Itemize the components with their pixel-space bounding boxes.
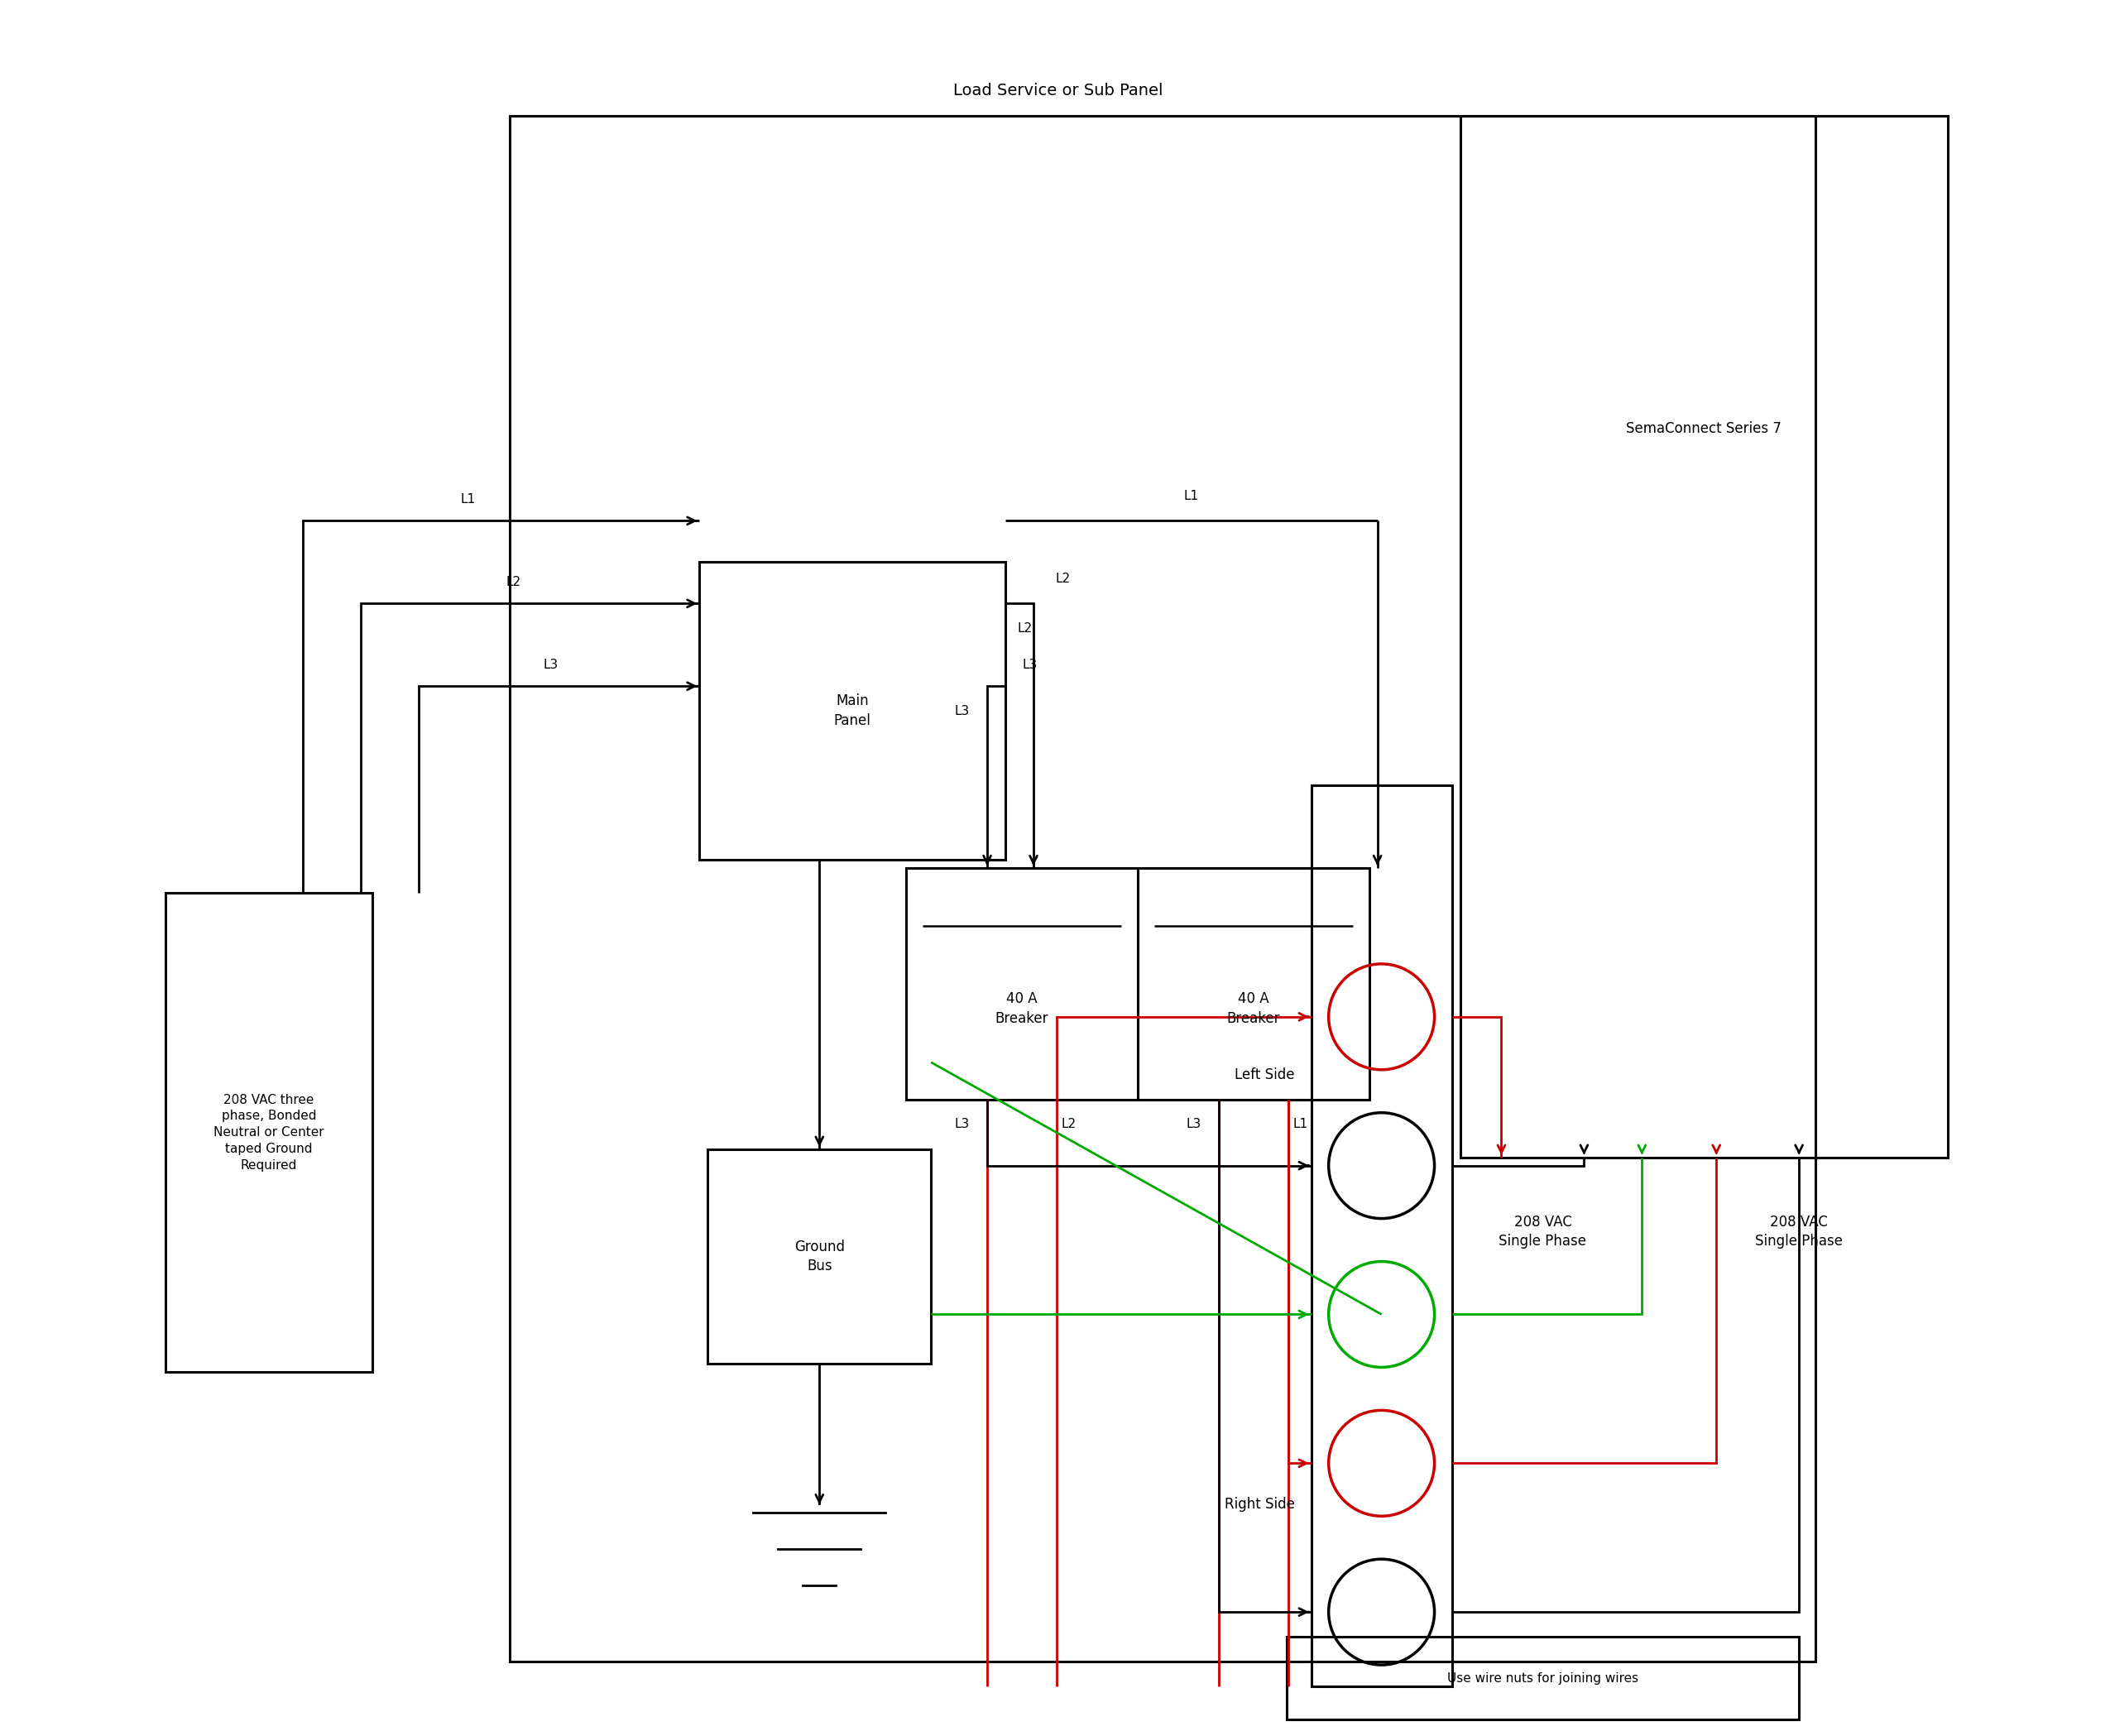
Text: L2: L2 <box>1017 621 1032 634</box>
Bar <box>707 1149 931 1364</box>
Text: L3: L3 <box>542 658 559 670</box>
Bar <box>701 562 1004 859</box>
Text: 40 A
Breaker: 40 A Breaker <box>996 991 1049 1026</box>
Text: L2: L2 <box>1055 573 1070 585</box>
Bar <box>165 892 371 1371</box>
Bar <box>1310 785 1452 1686</box>
Bar <box>509 116 1815 1661</box>
Text: L1: L1 <box>1293 1118 1308 1130</box>
Text: L3: L3 <box>1186 1118 1201 1130</box>
Text: 208 VAC
Single Phase: 208 VAC Single Phase <box>1498 1215 1587 1248</box>
Text: 40 A
Breaker: 40 A Breaker <box>1226 991 1281 1026</box>
Text: Load Service or Sub Panel: Load Service or Sub Panel <box>954 83 1163 99</box>
Bar <box>1460 116 1948 1158</box>
Text: L1: L1 <box>1184 490 1198 502</box>
Bar <box>1137 868 1369 1099</box>
Bar <box>1287 1637 1800 1719</box>
Text: 208 VAC three
phase, Bonded
Neutral or Center
taped Ground
Required: 208 VAC three phase, Bonded Neutral or C… <box>213 1094 325 1172</box>
Text: Right Side: Right Side <box>1224 1496 1296 1512</box>
Text: L3: L3 <box>1021 658 1036 670</box>
Text: Use wire nuts for joining wires: Use wire nuts for joining wires <box>1447 1672 1637 1684</box>
Text: SemaConnect Series 7: SemaConnect Series 7 <box>1627 420 1781 436</box>
Text: L1: L1 <box>460 493 475 505</box>
Text: L2: L2 <box>1061 1118 1076 1130</box>
Text: L2: L2 <box>506 576 521 589</box>
Text: Left Side: Left Side <box>1234 1068 1296 1082</box>
Text: 208 VAC
Single Phase: 208 VAC Single Phase <box>1756 1215 1842 1248</box>
Bar <box>905 868 1137 1099</box>
Text: L3: L3 <box>956 705 971 717</box>
Text: L3: L3 <box>956 1118 971 1130</box>
Text: Main
Panel: Main Panel <box>833 694 871 727</box>
Text: Ground
Bus: Ground Bus <box>793 1240 844 1274</box>
